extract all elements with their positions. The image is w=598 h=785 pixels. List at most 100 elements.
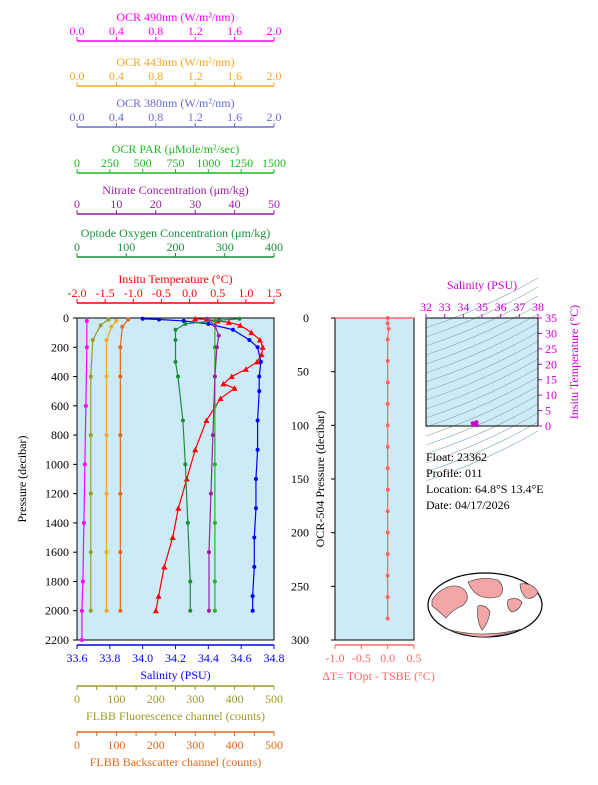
par-tick-label: 1500 [262,156,286,170]
oxygen-tick-label: 0 [74,240,80,254]
ocr443-point [104,491,109,496]
temperature-point [192,446,199,453]
temperature-tick-label: 0.5 [210,286,225,300]
ocr-pressure-tick-label: 250 [291,579,309,593]
dt-tick-label: -0.5 [352,651,371,665]
par-point [212,462,217,467]
dt-point [385,358,390,363]
backscatter-series-line [119,319,129,611]
ts-salinity-tick-label: 32 [420,300,432,314]
dt-tick-label: 0.5 [407,651,422,665]
ocr443-point [109,324,114,329]
backscatter-tick-label: 200 [147,738,165,752]
salinity-point [250,608,255,613]
temperature-tick-label: 0.0 [182,286,197,300]
backscatter-tick-label: 0 [74,738,80,752]
temperature-tick-label: 1.5 [267,286,282,300]
temperature-point [242,366,249,372]
ocr380-tick-label: 2.0 [267,110,282,124]
ts-temperature-tick-label: 5 [545,404,551,418]
profile-text: Profile: 011 [426,466,483,480]
par-tick-label: 0 [74,156,80,170]
temperature-point [183,476,190,482]
oxygen-point [173,327,178,332]
salinity-tick-label: 34.8 [264,651,285,665]
salinity-point [257,389,262,394]
salinity-point [230,327,235,332]
ocr380-tick-label: 1.2 [188,110,203,124]
oxygen-point [237,316,242,321]
ocr-pressure-tick-label: 150 [291,472,309,486]
temperature-point [161,563,168,570]
ocr443-point [114,318,119,323]
salinity-point [253,506,258,511]
salinity-point [250,594,255,599]
map-landmass [467,578,503,599]
dt-tick-label: 0.0 [380,651,395,665]
ocr380-tick-label: 1.6 [227,110,242,124]
ts-point [470,421,475,426]
density-contour [425,358,539,410]
density-contour [425,412,539,464]
dt-point [385,337,390,342]
dt-point [385,552,390,557]
ocr443-point [104,433,109,438]
density-contour [425,304,539,356]
temperature-point [217,395,224,401]
nitrate-point [212,323,217,328]
oxygen-point [217,318,222,323]
density-contour [425,430,539,482]
ts-salinity-tick-label: 37 [513,300,525,314]
dt-point [386,326,391,331]
oxygen-point [173,359,178,364]
salinity-point [258,359,263,364]
oxygen-tick-label: 400 [265,240,283,254]
temperature-point [254,358,261,365]
nitrate-tick-label: 10 [110,197,122,211]
oxygen-tick-label: 200 [167,240,185,254]
ocr380-tick-label: 0.8 [148,110,163,124]
dt-tick-label: -1.0 [326,651,345,665]
par-point [212,520,217,525]
dt-axis-title: ΔT= TOpt - TSBE (°C) [322,669,435,683]
salinity-point [140,316,145,321]
map-landmass [519,583,539,599]
fluorescence-series-line [90,318,109,611]
par-point [212,608,217,613]
nitrate-tick-label: 20 [150,197,162,211]
density-contour [425,349,539,401]
ocr443-point [104,374,109,379]
salinity-tick-label: 33.6 [67,651,88,665]
ts-salinity-tick-label: 38 [532,300,544,314]
salinity-tick-label: 34.2 [165,651,186,665]
density-contour [425,331,539,383]
dt-point [385,401,390,406]
ocr-pressure-tick-label: 100 [291,418,309,432]
backscatter-tick-label: 100 [107,738,125,752]
temperature-point [256,336,263,343]
temperature-point [248,329,255,336]
pressure-tick-label: 600 [51,399,69,413]
backscatter-tick-label: 400 [226,738,244,752]
ocr380-tick-label: 0.0 [70,110,85,124]
salinity-tick-label: 33.8 [99,651,120,665]
nitrate-point [216,333,221,338]
fluorescence-tick-label: 400 [226,692,244,706]
temperature-point [152,607,159,614]
ocr443-tick-label: 0.0 [70,69,85,83]
density-contour [425,286,539,338]
temperature-point [237,322,244,328]
ocr490-point [82,462,87,467]
density-contour [425,322,539,374]
ocr490-point [84,318,89,323]
ts-plot-area [425,317,539,427]
density-contour [425,367,539,419]
ocr443-tick-label: 0.8 [148,69,163,83]
temperature-point [258,351,265,358]
temperature-point [225,319,232,325]
dt-point [385,466,390,471]
fluorescence-tick-label: 200 [147,692,165,706]
backscatter-point [118,374,123,379]
dt-point [385,380,390,385]
